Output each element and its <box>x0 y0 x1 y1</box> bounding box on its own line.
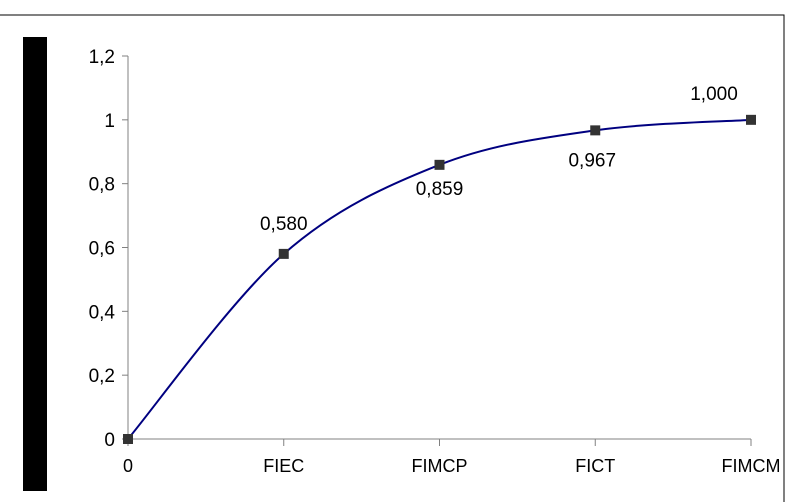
y-tick-label: 1,2 <box>89 47 115 68</box>
data-label: 0,859 <box>416 179 464 200</box>
left-black-bar <box>23 37 47 491</box>
x-tick-label: FICT <box>575 456 615 476</box>
y-tick-label: 0 <box>104 430 115 451</box>
y-tick-label: 0,4 <box>89 302 116 323</box>
data-labels: 0,580 0,859 0,967 1,000 <box>260 84 738 235</box>
x-tick-label: FIMCM <box>722 456 781 476</box>
x-tick-label: FIMCP <box>412 456 468 476</box>
y-tick-label: 1 <box>104 111 115 132</box>
plot-area <box>123 114 756 444</box>
x-tick-label: 0 <box>123 456 133 476</box>
x-axis-ticks: 0 FIEC FIMCP FICT FIMCM <box>123 439 781 476</box>
data-label: 0,967 <box>568 150 616 171</box>
y-axis-ticks: 0 0,2 0,4 0,6 0,8 1 1,2 <box>89 47 128 451</box>
data-point-marker <box>746 114 756 125</box>
series-line <box>127 118 752 440</box>
y-tick-label: 0,8 <box>89 175 115 196</box>
x-tick-label: FIEC <box>263 456 304 476</box>
data-label: 0,580 <box>260 214 308 235</box>
chart-border <box>0 14 785 502</box>
data-label: 1,000 <box>690 84 738 105</box>
data-point-marker <box>434 159 445 170</box>
data-point-marker <box>590 125 601 136</box>
y-tick-label: 0,2 <box>89 366 115 387</box>
data-point-marker <box>123 434 133 444</box>
y-tick-label: 0,6 <box>89 239 115 260</box>
data-point-marker <box>278 248 289 259</box>
